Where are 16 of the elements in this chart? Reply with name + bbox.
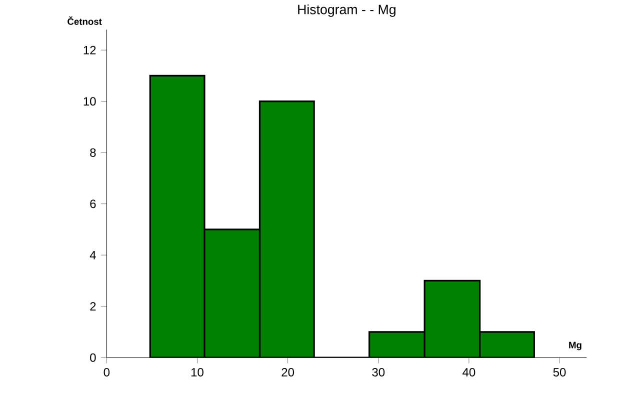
y-tick-label: 6: [90, 200, 96, 208]
y-tick-label: 4: [90, 250, 96, 260]
x-axis-title: Mg: [569, 342, 582, 350]
y-tick-label: 8: [90, 148, 96, 157]
x-tick-label: 20: [282, 368, 294, 377]
x-tick-label: 0: [104, 368, 110, 377]
x-tick-label: 30: [372, 368, 385, 377]
y-tick-label: 12: [84, 46, 96, 54]
y-tick-label: 2: [90, 302, 96, 311]
y-tick-label: 10: [84, 97, 96, 106]
chart-title: Histogram - - Mg: [298, 4, 396, 17]
x-tick-label: 40: [462, 368, 476, 377]
x-tick-label: 50: [553, 368, 566, 377]
y-axis-title: Četnost: [68, 16, 102, 25]
y-tick-label: 0: [90, 353, 96, 362]
x-tick-label: 10: [191, 368, 204, 377]
